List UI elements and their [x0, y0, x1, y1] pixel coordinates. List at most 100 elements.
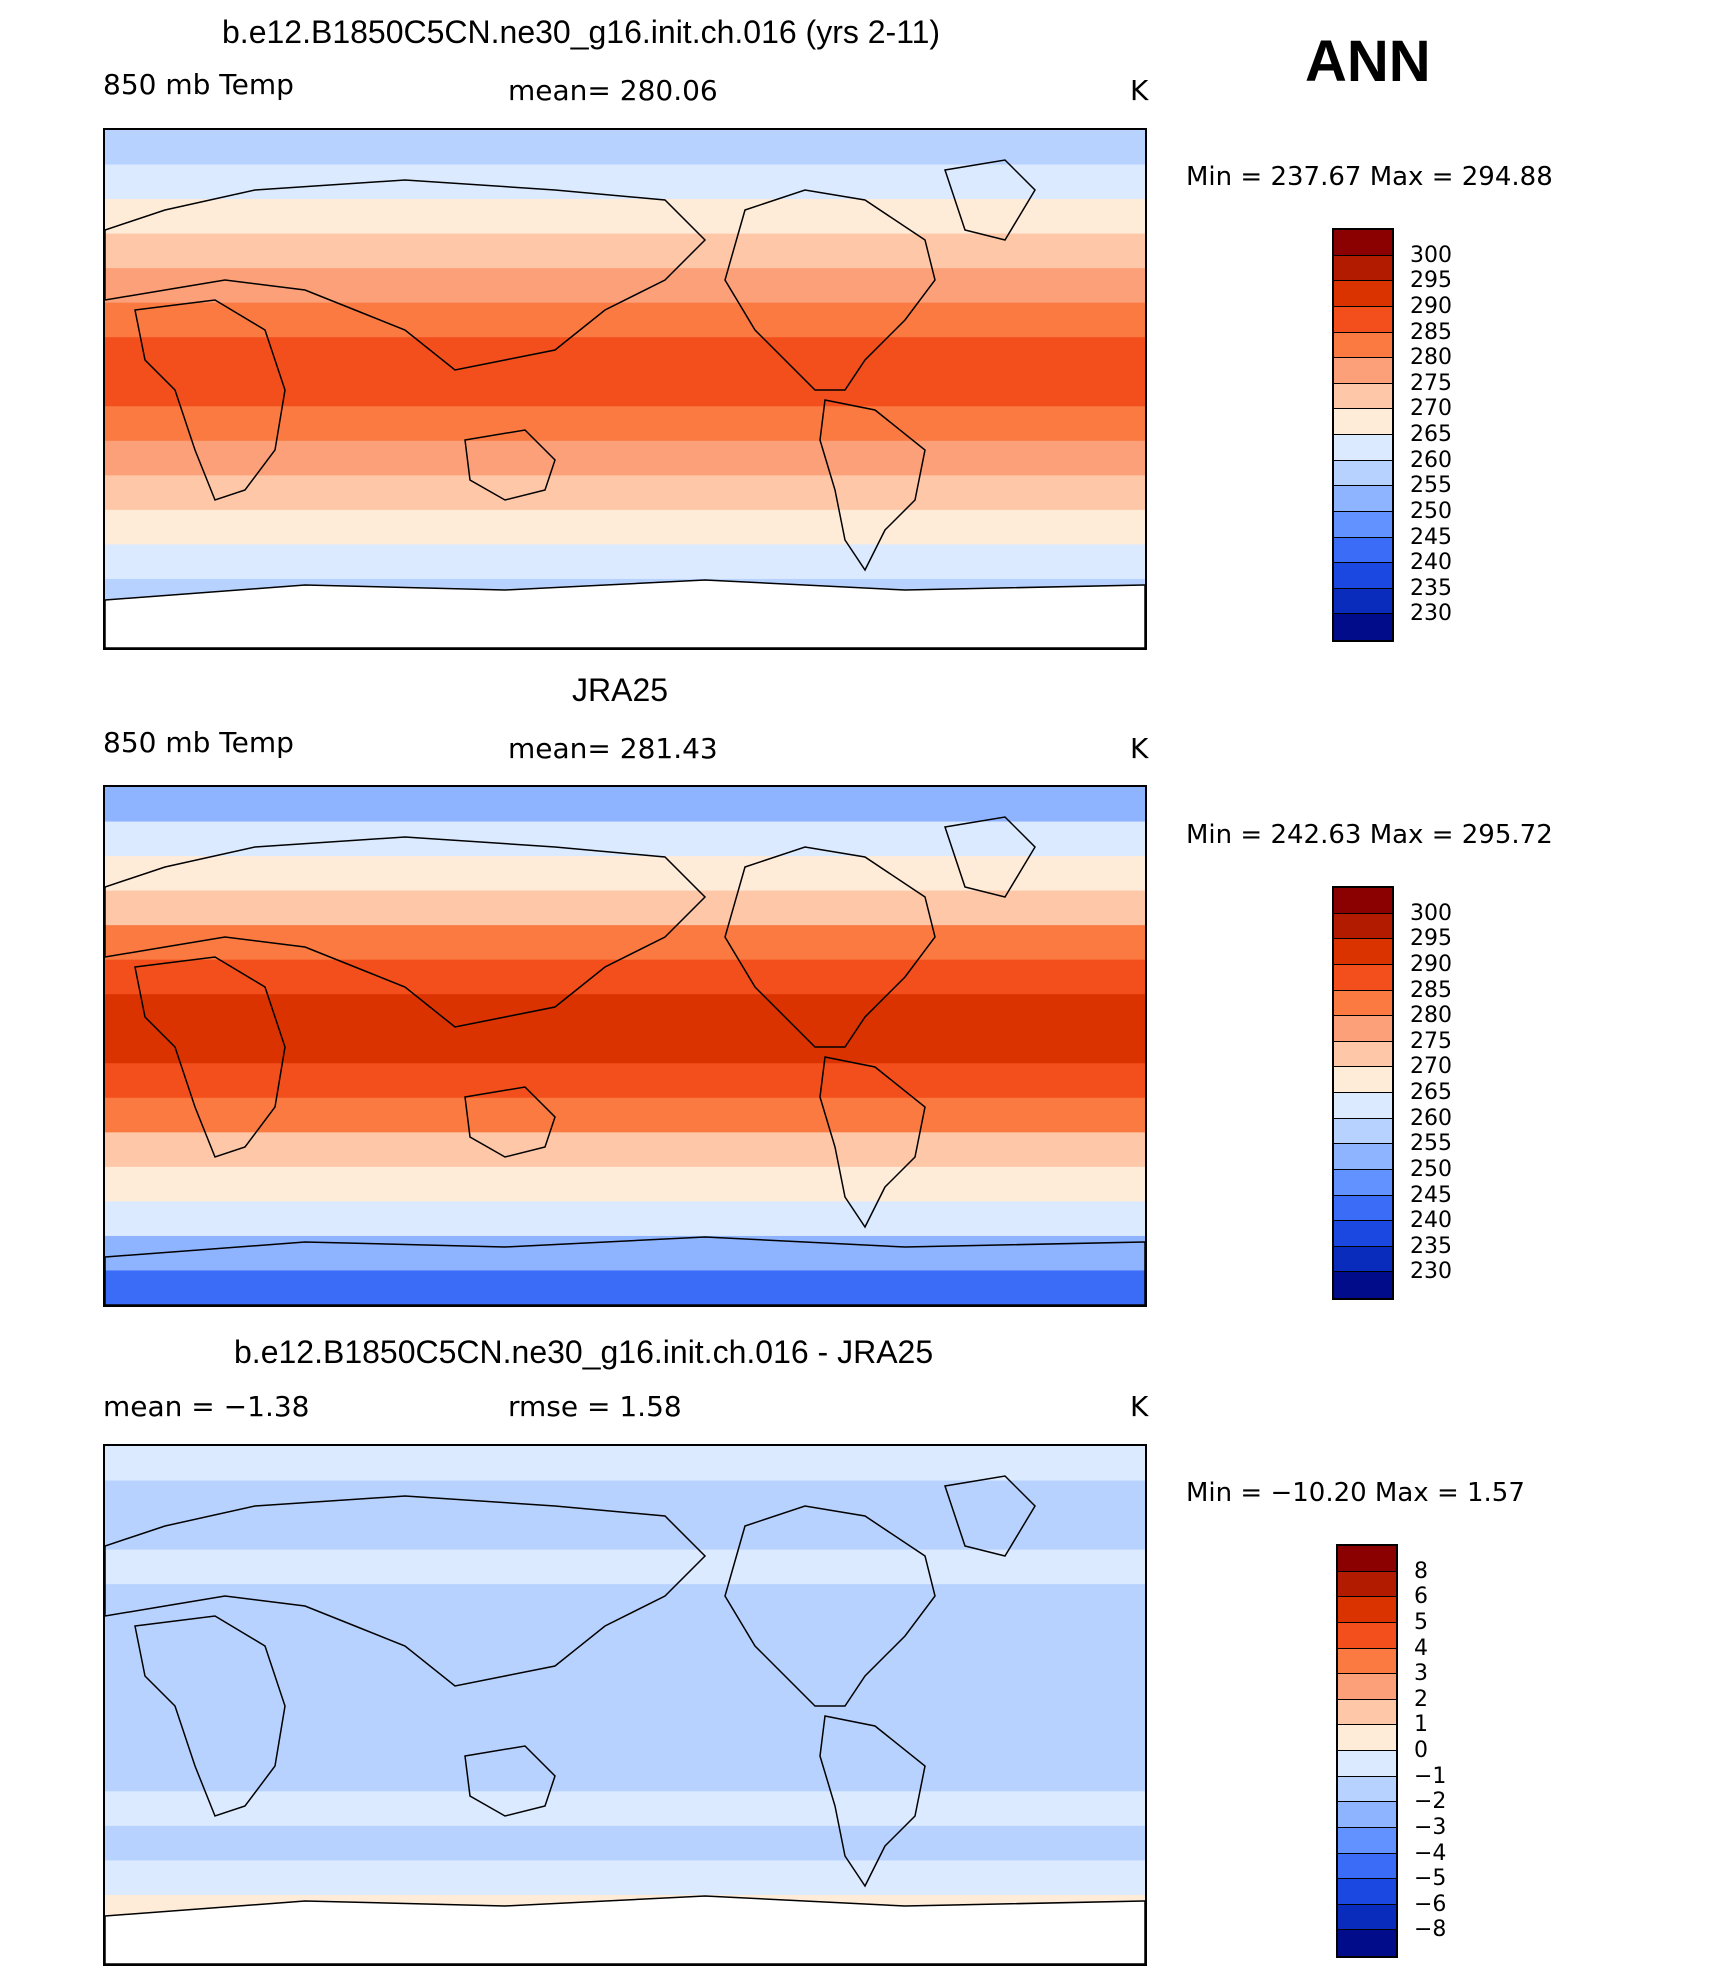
panel-3-rmse-label: rmse = 1.58: [508, 1390, 682, 1423]
colorbar-tick-label: −4: [1414, 1840, 1447, 1866]
panel-1-mean-label: mean= 280.06: [508, 74, 718, 107]
coastline: [134, 956, 286, 1158]
colorbar-tick-label: −1: [1414, 1763, 1447, 1789]
colorbar-tick-label: 290: [1410, 293, 1452, 319]
colorbar-tick-label: 240: [1410, 550, 1452, 576]
coastline: [105, 179, 707, 371]
latitude-band: [105, 337, 1145, 373]
coastline: [464, 1086, 556, 1158]
colorbar-swatch: [1334, 1169, 1392, 1196]
latitude-band: [105, 925, 1145, 961]
coastline: [134, 1615, 286, 1817]
panel-1-units: K: [1130, 74, 1149, 107]
colorbar-tick-label: 6: [1414, 1584, 1428, 1610]
latitude-band: [105, 371, 1145, 408]
latitude-band: [105, 1756, 1145, 1793]
colorbar-swatch: [1334, 409, 1392, 435]
colorbar-swatch: [1338, 1776, 1396, 1803]
colorbar-swatch: [1334, 486, 1392, 512]
colorbar-tick-label: 265: [1410, 422, 1452, 447]
colorbar-swatch: [1338, 1725, 1396, 1751]
colorbar-swatch: [1338, 1597, 1396, 1623]
panel-1-map: [103, 128, 1147, 650]
colorbar-tick-label: 245: [1410, 1182, 1452, 1208]
colorbar-tick-label: 275: [1410, 1028, 1452, 1054]
colorbar-tick-label: 240: [1410, 1208, 1452, 1234]
latitude-band: [105, 1201, 1145, 1237]
colorbar-tick-label: 250: [1410, 1156, 1452, 1182]
panel-3-left-label: mean = −1.38: [103, 1390, 310, 1423]
season-label: ANN: [1305, 29, 1431, 94]
colorbar-tick-label: 2: [1414, 1686, 1428, 1712]
colorbar-swatch: [1334, 1093, 1392, 1119]
colorbar-tick-label: 235: [1410, 575, 1452, 601]
colorbar-swatch: [1334, 888, 1392, 914]
latitude-band: [105, 1722, 1145, 1758]
latitude-band: [105, 1825, 1145, 1862]
colorbar-tick-label: 270: [1410, 1054, 1452, 1080]
colorbar-swatch: [1338, 1699, 1396, 1726]
latitude-band: [105, 1028, 1145, 1065]
panel-1-colorbar: [1332, 228, 1394, 642]
colorbar-swatch: [1334, 1272, 1392, 1298]
colorbar-tick-label: 4: [1414, 1635, 1428, 1661]
coastline: [944, 159, 1036, 241]
colorbar-swatch: [1334, 255, 1392, 282]
colorbar-tick-label: −5: [1414, 1866, 1447, 1892]
latitude-band: [105, 1166, 1145, 1203]
panel-2-mean-label: mean= 281.43: [508, 732, 718, 765]
latitude-band: [105, 302, 1145, 339]
latitude-band: [105, 994, 1145, 1030]
coastline: [724, 189, 936, 391]
colorbar-swatch: [1334, 1118, 1392, 1145]
colorbar-tick-label: 255: [1410, 473, 1452, 499]
latitude-band: [105, 1860, 1145, 1896]
colorbar-swatch: [1334, 964, 1392, 991]
colorbar-tick-label: 280: [1410, 345, 1452, 371]
panel-2-minmax: Min = 242.63 Max = 295.72: [1186, 820, 1553, 850]
panel-2-units: K: [1130, 732, 1149, 765]
colorbar-swatch: [1338, 1930, 1396, 1956]
colorbar-tick-label: −8: [1414, 1917, 1447, 1943]
colorbar-swatch: [1334, 435, 1392, 461]
colorbar-swatch: [1334, 588, 1392, 615]
latitude-band: [105, 440, 1145, 477]
colorbar-tick-label: 265: [1410, 1080, 1452, 1105]
latitude-band: [105, 544, 1145, 580]
colorbar-tick-label: 285: [1410, 977, 1452, 1003]
panel-2-map: [103, 785, 1147, 1307]
colorbar-swatch: [1334, 306, 1392, 333]
latitude-band: [105, 1097, 1145, 1134]
latitude-band: [105, 199, 1145, 235]
colorbar-swatch: [1334, 332, 1392, 359]
coastline: [105, 1495, 707, 1687]
coastline: [724, 1505, 936, 1707]
latitude-band: [105, 268, 1145, 304]
colorbar-tick-label: 295: [1410, 268, 1452, 294]
colorbar-swatch: [1334, 281, 1392, 307]
panel-1-map-svg: [105, 130, 1145, 648]
colorbar-tick-label: 260: [1410, 1105, 1452, 1131]
coastline: [819, 399, 926, 572]
colorbar-tick-label: 270: [1410, 396, 1452, 422]
colorbar-tick-label: 290: [1410, 951, 1452, 977]
colorbar-swatch: [1338, 1904, 1396, 1931]
colorbar-swatch: [1334, 460, 1392, 487]
colorbar-swatch: [1334, 1144, 1392, 1170]
latitude-band: [105, 1791, 1145, 1827]
latitude-band: [105, 233, 1145, 270]
latitude-band: [105, 1687, 1145, 1724]
colorbar-swatch: [1334, 230, 1392, 256]
latitude-band: [105, 856, 1145, 892]
colorbar-tick-label: −6: [1414, 1891, 1447, 1917]
panel-2-map-svg: [105, 787, 1145, 1305]
colorbar-tick-label: 3: [1414, 1661, 1428, 1687]
coastline: [464, 1745, 556, 1817]
colorbar-swatch: [1334, 563, 1392, 589]
latitude-band: [105, 1446, 1145, 1482]
latitude-band: [105, 1653, 1145, 1689]
colorbar-tick-label: 285: [1410, 319, 1452, 345]
colorbar-tick-label: −3: [1414, 1814, 1447, 1840]
colorbar-swatch: [1338, 1674, 1396, 1700]
colorbar-swatch: [1334, 358, 1392, 384]
